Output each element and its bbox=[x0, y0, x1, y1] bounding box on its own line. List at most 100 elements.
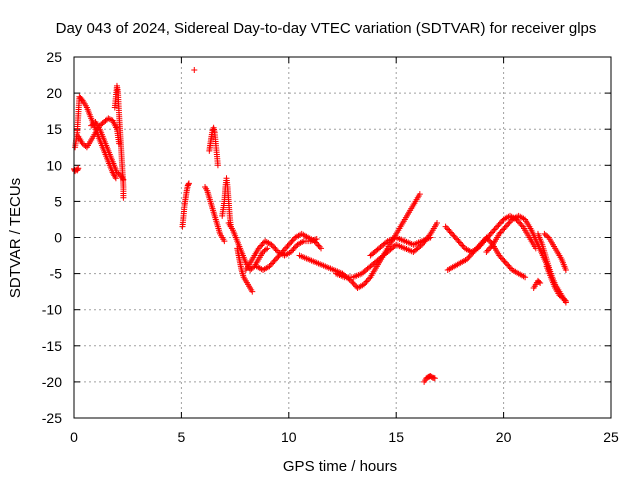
data-point bbox=[290, 246, 297, 253]
data-point bbox=[486, 232, 493, 239]
data-point bbox=[442, 223, 449, 230]
data-point bbox=[276, 251, 283, 258]
data-point bbox=[106, 116, 113, 123]
data-point bbox=[250, 264, 256, 271]
data-point bbox=[487, 230, 494, 237]
data-point bbox=[459, 242, 466, 249]
data-point bbox=[434, 220, 441, 227]
data-point bbox=[360, 281, 367, 288]
data-point bbox=[487, 238, 494, 245]
data-point bbox=[455, 238, 462, 245]
series-arc-i bbox=[206, 124, 221, 169]
data-point bbox=[285, 241, 292, 248]
data-point bbox=[314, 240, 321, 247]
data-point bbox=[351, 282, 358, 289]
data-point bbox=[537, 279, 544, 286]
series-arc-v bbox=[530, 277, 544, 292]
data-point bbox=[416, 191, 423, 198]
data-point bbox=[494, 223, 501, 230]
data-point bbox=[315, 242, 322, 249]
data-point bbox=[522, 274, 529, 281]
data-point bbox=[447, 229, 454, 236]
series-arc-e bbox=[111, 82, 127, 201]
data-point bbox=[490, 228, 497, 235]
data-point bbox=[502, 223, 509, 230]
y-tick-label: -20 bbox=[42, 374, 62, 390]
data-point bbox=[504, 261, 511, 268]
data-point bbox=[191, 66, 198, 73]
data-point bbox=[288, 238, 295, 245]
data-point bbox=[269, 243, 276, 250]
data-point bbox=[350, 280, 357, 287]
data-point bbox=[501, 258, 508, 265]
data-point bbox=[498, 219, 505, 226]
data-point bbox=[279, 248, 286, 255]
data-point bbox=[466, 253, 473, 260]
data-point bbox=[445, 226, 452, 233]
y-tick-label: 25 bbox=[46, 49, 62, 65]
data-point bbox=[366, 275, 373, 282]
data-point bbox=[446, 228, 453, 235]
data-point bbox=[498, 255, 505, 262]
data-point bbox=[82, 143, 89, 150]
data-point bbox=[291, 244, 298, 251]
data-point bbox=[363, 278, 370, 285]
data-point bbox=[112, 173, 119, 180]
series-arc-a bbox=[71, 165, 82, 175]
data-point bbox=[514, 217, 521, 224]
data-point bbox=[496, 230, 503, 237]
y-tick-label: 20 bbox=[46, 85, 62, 101]
data-point bbox=[562, 266, 569, 273]
data-point bbox=[500, 226, 507, 233]
data-point bbox=[258, 242, 265, 249]
data-point bbox=[502, 259, 509, 266]
data-point bbox=[469, 250, 476, 257]
data-point bbox=[312, 239, 319, 246]
data-point bbox=[518, 222, 525, 229]
data-point bbox=[475, 243, 482, 250]
data-point bbox=[267, 261, 274, 268]
data-point bbox=[471, 247, 478, 254]
data-point bbox=[283, 244, 290, 251]
data-point bbox=[274, 254, 281, 261]
data-point bbox=[498, 228, 505, 235]
x-axis-label: GPS time / hours bbox=[283, 458, 397, 475]
data-point bbox=[271, 257, 278, 264]
data-point bbox=[506, 219, 513, 226]
data-point bbox=[287, 248, 294, 255]
data-point bbox=[272, 256, 279, 263]
data-point bbox=[75, 165, 82, 172]
data-point bbox=[427, 234, 434, 241]
data-point bbox=[262, 246, 269, 253]
data-point bbox=[185, 180, 192, 187]
series-arc-y bbox=[543, 263, 569, 305]
data-point bbox=[287, 240, 294, 247]
x-tick-label: 25 bbox=[603, 429, 619, 445]
data-point bbox=[470, 248, 477, 255]
data-point bbox=[478, 240, 485, 247]
data-point bbox=[497, 229, 504, 236]
series-arc-n bbox=[253, 230, 325, 273]
data-point bbox=[487, 244, 494, 251]
y-tick-label: -5 bbox=[50, 266, 63, 282]
data-point bbox=[289, 237, 296, 244]
data-point bbox=[479, 238, 486, 245]
data-point bbox=[443, 225, 450, 232]
data-point bbox=[284, 243, 291, 250]
data-point bbox=[185, 181, 192, 188]
data-point bbox=[259, 240, 266, 247]
data-point bbox=[450, 232, 457, 239]
data-point bbox=[480, 237, 487, 244]
data-point bbox=[458, 240, 465, 247]
data-point bbox=[465, 254, 472, 261]
y-tick-label: 5 bbox=[54, 193, 62, 209]
data-point bbox=[349, 279, 356, 286]
data-point bbox=[280, 247, 287, 254]
series-arc-x bbox=[541, 230, 569, 273]
data-point bbox=[268, 241, 275, 248]
data-point bbox=[289, 247, 296, 254]
data-point bbox=[362, 279, 369, 286]
data-points bbox=[71, 66, 569, 385]
data-point bbox=[452, 235, 459, 242]
